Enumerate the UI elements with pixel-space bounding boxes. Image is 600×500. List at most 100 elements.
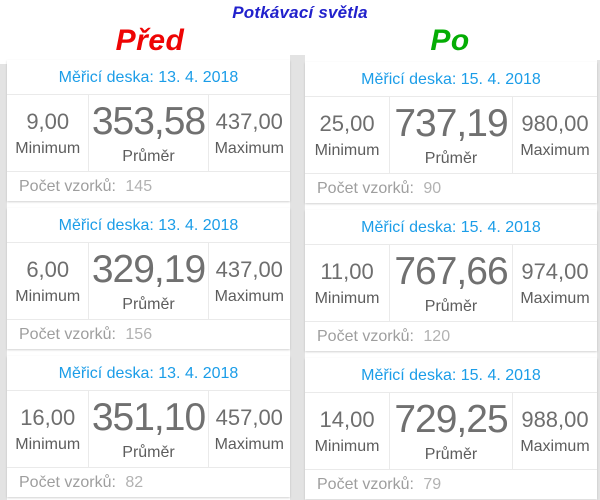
center-gutter-strip — [290, 55, 305, 500]
measurement-date: 13. 4. 2018 — [158, 217, 239, 234]
sample-count-value: 82 — [125, 474, 144, 491]
sample-count-value: 120 — [423, 328, 451, 345]
average-label: Průměr — [424, 149, 478, 167]
maximum-value: 437,00 — [215, 256, 283, 282]
stat-maximum: 457,00 Maximum — [209, 391, 290, 467]
measurement-card: Měřicí deska: 15. 4. 2018 11,00 Minimum … — [305, 210, 597, 351]
card-header: Měřicí deska: 15. 4. 2018 — [305, 62, 597, 97]
sample-count-value: 90 — [423, 180, 442, 197]
column-before: Měřicí deska: 13. 4. 2018 9,00 Minimum 3… — [7, 60, 290, 500]
average-value: 353,58 — [91, 99, 206, 143]
column-header-after: Po — [430, 24, 470, 57]
stat-maximum: 437,00 Maximum — [209, 95, 290, 171]
measurement-card: Měřicí deska: 15. 4. 2018 14,00 Minimum … — [305, 358, 597, 499]
minimum-label: Minimum — [314, 141, 380, 159]
average-value: 767,66 — [394, 249, 508, 293]
sample-count-value: 156 — [125, 326, 153, 343]
maximum-label: Maximum — [520, 437, 590, 455]
sample-count-label: Počet vzorků: — [317, 476, 414, 493]
card-header: Měřicí deska: 15. 4. 2018 — [305, 210, 597, 245]
stat-minimum: 16,00 Minimum — [7, 391, 88, 467]
sample-count-label: Počet vzorků: — [19, 474, 116, 491]
sample-count-row: Počet vzorků: 79 — [305, 470, 597, 499]
stat-minimum: 11,00 Minimum — [305, 245, 389, 321]
card-header: Měřicí deska: 13. 4. 2018 — [7, 208, 290, 243]
stats-row: 16,00 Minimum 351,10 Průměr 457,00 Maxim… — [7, 391, 290, 468]
stat-minimum: 9,00 Minimum — [7, 95, 88, 171]
sample-count-label: Počet vzorků: — [19, 326, 116, 343]
maximum-value: 437,00 — [215, 108, 283, 134]
column-headers: Před Po — [0, 24, 600, 57]
stats-row: 6,00 Minimum 329,19 Průměr 437,00 Maximu… — [7, 243, 290, 320]
card-header: Měřicí deska: 13. 4. 2018 — [7, 356, 290, 391]
average-value: 351,10 — [91, 395, 206, 439]
stat-minimum: 6,00 Minimum — [7, 243, 88, 319]
sample-count-row: Počet vzorků: 82 — [7, 468, 290, 497]
measuring-board-label: Měřicí deska: — [361, 219, 457, 236]
average-label: Průměr — [424, 445, 478, 463]
average-label: Průměr — [424, 297, 478, 315]
minimum-label: Minimum — [15, 287, 81, 305]
minimum-value: 9,00 — [26, 108, 70, 134]
measuring-board-label: Měřicí deska: — [58, 69, 154, 86]
stat-average: 353,58 Průměr — [88, 95, 209, 171]
measuring-board-label: Měřicí deska: — [361, 367, 457, 384]
sample-count-label: Počet vzorků: — [317, 180, 414, 197]
average-label: Průměr — [122, 443, 175, 461]
stat-maximum: 437,00 Maximum — [209, 243, 290, 319]
sample-count-value: 79 — [423, 476, 442, 493]
stat-minimum: 14,00 Minimum — [305, 393, 389, 469]
stat-maximum: 988,00 Maximum — [513, 393, 597, 469]
minimum-label: Minimum — [314, 437, 380, 455]
minimum-label: Minimum — [15, 139, 81, 157]
column-after: Měřicí deska: 15. 4. 2018 25,00 Minimum … — [305, 62, 597, 500]
sample-count-value: 145 — [125, 178, 153, 195]
column-header-before: Před — [115, 24, 185, 57]
minimum-value: 14,00 — [319, 406, 375, 432]
minimum-value: 16,00 — [20, 404, 76, 430]
sample-count-row: Počet vzorků: 120 — [305, 322, 597, 351]
minimum-value: 11,00 — [320, 258, 374, 284]
stats-row: 25,00 Minimum 737,19 Průměr 980,00 Maxim… — [305, 97, 597, 174]
maximum-label: Maximum — [520, 289, 590, 307]
minimum-value: 25,00 — [319, 110, 375, 136]
maximum-value: 974,00 — [521, 258, 589, 284]
measurement-date: 15. 4. 2018 — [460, 71, 541, 88]
stats-row: 14,00 Minimum 729,25 Průměr 988,00 Maxim… — [305, 393, 597, 470]
measurement-card: Měřicí deska: 13. 4. 2018 6,00 Minimum 3… — [7, 208, 290, 349]
maximum-label: Maximum — [520, 141, 590, 159]
average-label: Průměr — [122, 147, 175, 165]
stat-maximum: 980,00 Maximum — [513, 97, 597, 173]
minimum-label: Minimum — [15, 435, 81, 453]
average-value: 329,19 — [91, 247, 206, 291]
sample-count-row: Počet vzorků: 145 — [7, 172, 290, 201]
sample-count-label: Počet vzorků: — [19, 178, 116, 195]
measurement-date: 13. 4. 2018 — [158, 365, 239, 382]
maximum-label: Maximum — [214, 287, 284, 305]
maximum-value: 457,00 — [215, 404, 283, 430]
minimum-value: 6,00 — [26, 256, 70, 282]
measurement-card: Měřicí deska: 15. 4. 2018 25,00 Minimum … — [305, 62, 597, 203]
stat-average: 729,25 Průměr — [389, 393, 513, 469]
measuring-board-label: Měřicí deska: — [58, 365, 154, 382]
measurement-date: 13. 4. 2018 — [158, 69, 239, 86]
page-title: Potkávací světla — [232, 3, 368, 22]
minimum-label: Minimum — [314, 289, 380, 307]
stat-average: 329,19 Průměr — [88, 243, 209, 319]
stat-average: 351,10 Průměr — [88, 391, 209, 467]
measuring-board-label: Měřicí deska: — [361, 71, 457, 88]
sample-count-label: Počet vzorků: — [317, 328, 414, 345]
average-value: 729,25 — [394, 397, 508, 441]
stat-average: 767,66 Průměr — [389, 245, 513, 321]
stat-average: 737,19 Průměr — [389, 97, 513, 173]
card-header: Měřicí deska: 13. 4. 2018 — [7, 60, 290, 95]
stat-minimum: 25,00 Minimum — [305, 97, 389, 173]
stat-maximum: 974,00 Maximum — [513, 245, 597, 321]
average-label: Průměr — [122, 295, 175, 313]
measurement-card: Měřicí deska: 13. 4. 2018 9,00 Minimum 3… — [7, 60, 290, 201]
page-header: Potkávací světla Před Po — [0, 0, 600, 58]
average-value: 737,19 — [394, 101, 508, 145]
stats-row: 11,00 Minimum 767,66 Průměr 974,00 Maxim… — [305, 245, 597, 322]
measurement-date: 15. 4. 2018 — [460, 219, 541, 236]
